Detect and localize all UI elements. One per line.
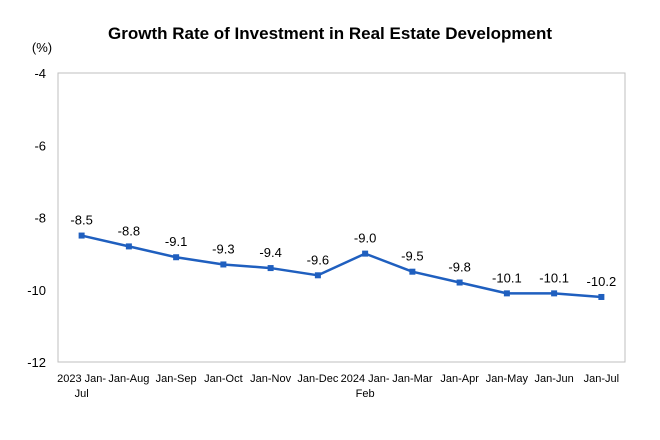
data-point [125,243,132,250]
data-point [598,293,605,300]
data-label: -10.1 [539,270,569,285]
x-tick-label: Jan-Jun [535,373,574,385]
y-axis-unit-label: (%) [32,40,52,55]
x-tick-label: Jan-Mar [392,373,433,385]
series-line [81,234,602,299]
data-point [267,265,274,272]
data-label: -9.0 [354,231,376,246]
data-point [314,272,321,279]
data-label: -8.8 [118,223,140,238]
data-point [362,250,369,257]
x-tick-label: Jan-Sep [156,373,197,385]
x-tick-label: Jan-Jul [584,373,619,385]
x-tick-label: Jan-May [486,373,529,385]
data-label: -9.4 [259,245,281,260]
y-tick-label: -8 [34,211,46,226]
x-tick-label: 2023 Jan-Jul [57,373,106,400]
data-label: -9.3 [212,241,234,256]
data-label: -9.8 [448,260,470,275]
data-label: -9.1 [165,234,187,249]
y-tick-label: -10 [27,283,46,298]
series: -8.5 -8.8 -9.1 -9.3 -9.4 -9.6 -9.0 -9.5 -9.8 -10.… [70,213,616,300]
chart-title: Growth Rate of Investment in Real Estate… [108,24,552,43]
data-label: -10.2 [587,274,617,289]
y-tick-label: -4 [34,66,46,81]
data-label: -8.5 [70,213,92,228]
data-point [551,290,558,297]
data-point [173,254,180,261]
y-tick-label: -12 [27,355,46,370]
data-point [409,268,416,275]
data-point [456,279,463,286]
x-tick-label: Jan-Dec [297,373,338,385]
y-axis: -4 -6 -8 -10 -12 [27,66,46,370]
data-point [220,261,227,268]
x-tick-label: 2024 Jan-Feb [341,373,390,400]
x-tick-label: Jan-Oct [204,373,243,385]
data-point [503,290,510,297]
plot-area-border [57,72,626,363]
x-tick-label: Jan-Aug [108,373,149,385]
y-tick-label: -6 [34,138,46,153]
data-label: -10.1 [492,270,522,285]
data-label: -9.5 [401,249,423,264]
x-tick-label: Jan-Nov [250,373,291,385]
data-label: -9.6 [307,252,329,267]
x-tick-label: Jan-Apr [440,373,479,385]
data-point [78,232,85,239]
